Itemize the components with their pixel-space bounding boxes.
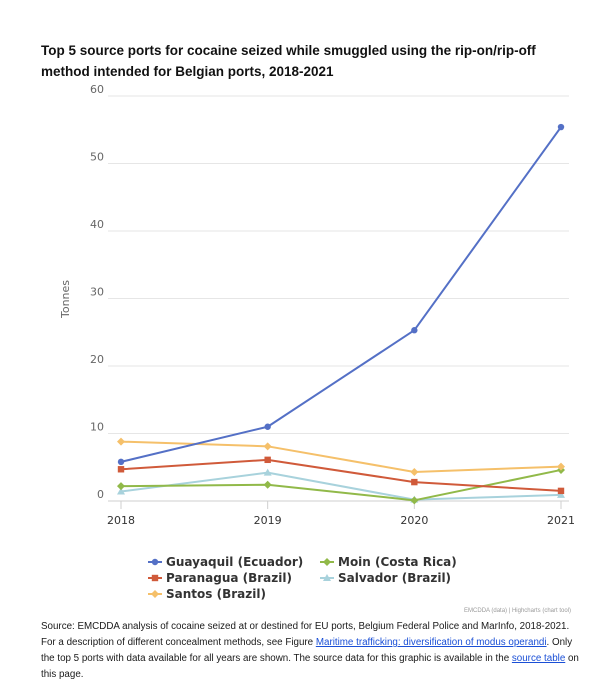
legend-item-moin-costa-rica: Moin (Costa Rica)	[338, 555, 457, 569]
y-tick-label: 10	[90, 421, 104, 434]
legend-item-salvador-brazil: Salvador (Brazil)	[338, 571, 451, 585]
data-point-moin-costa-rica[interactable]	[410, 496, 419, 505]
series-line-salvador-brazil[interactable]	[120, 471, 562, 501]
legend-symbol-marker-guayaquil-ecuador[interactable]	[151, 558, 159, 566]
source-text-3: on this page.	[41, 653, 579, 680]
data-point-moin-costa-rica[interactable]	[263, 480, 272, 489]
y-tick-label: 0	[97, 488, 104, 501]
chart-title: Top 5 source ports for cocaine seized wh…	[41, 43, 536, 79]
data-point-santos-brazil[interactable]	[557, 462, 565, 471]
y-tick-label: 40	[90, 218, 104, 231]
data-point-santos-brazil[interactable]	[263, 442, 272, 451]
y-tick-label: 60	[90, 83, 104, 96]
concealment-methods-link[interactable]: Maritime trafficking: diversification of…	[315, 637, 547, 648]
data-point-guayaquil-ecuador[interactable]	[411, 327, 418, 334]
legend-symbol-marker-salvador-brazil[interactable]	[323, 574, 331, 581]
y-tick-label: 20	[90, 353, 104, 366]
legend-symbol-marker-moin-costa-rica[interactable]	[323, 558, 331, 566]
y-tick-label: 30	[90, 286, 104, 299]
data-point-moin-costa-rica[interactable]	[117, 482, 125, 491]
data-point-salvador-brazil[interactable]	[557, 490, 565, 498]
x-tick-label: 2020	[400, 514, 428, 527]
x-tick-label: 2018	[107, 514, 135, 527]
data-point-santos-brazil[interactable]	[410, 467, 419, 476]
y-tick-label: 50	[90, 151, 104, 164]
legend-item-paranagua-brazil: Paranagua (Brazil)	[166, 571, 292, 585]
series-line-paranagua-brazil[interactable]	[120, 458, 562, 492]
series-line-guayaquil-ecuador[interactable]	[120, 126, 562, 463]
data-point-paranagua-brazil[interactable]	[264, 456, 271, 464]
source-table-link[interactable]: source table	[511, 653, 566, 664]
data-point-paranagua-brazil[interactable]	[117, 466, 125, 473]
chart-credits: EMCDDA (data) | Highcharts (chart tool)	[464, 608, 571, 614]
source-text-2: . Only the top 5 ports with data availab…	[41, 637, 573, 664]
data-point-santos-brazil[interactable]	[117, 437, 125, 446]
credits-highcharts-link[interactable]: Highcharts (chart tool)	[511, 608, 571, 614]
legend-item-santos-brazil: Santos (Brazil)	[166, 587, 266, 601]
data-point-guayaquil-ecuador[interactable]	[117, 458, 125, 466]
credits-emcdda-link[interactable]: EMCDDA (data)	[464, 608, 508, 614]
data-point-guayaquil-ecuador[interactable]	[264, 423, 271, 430]
credits-separator: |	[508, 608, 511, 614]
legend-item-guayaquil-ecuador: Guayaquil (Ecuador)	[166, 555, 303, 569]
data-point-paranagua-brazil[interactable]	[411, 478, 418, 486]
source-note: Source: EMCDDA analysis of cocaine seize…	[41, 619, 581, 683]
source-text-1: Source: EMCDDA analysis of cocaine seize…	[41, 621, 570, 648]
x-tick-label: 2019	[254, 514, 282, 527]
data-point-paranagua-brazil[interactable]	[557, 487, 565, 495]
legend-symbol-marker-paranagua-brazil[interactable]	[151, 574, 159, 582]
data-point-salvador-brazil[interactable]	[117, 487, 125, 495]
data-point-salvador-brazil[interactable]	[263, 468, 272, 476]
y-axis-label: Tonnes	[59, 280, 72, 319]
x-tick-label: 2021	[547, 514, 575, 527]
series-line-moin-costa-rica[interactable]	[120, 468, 562, 502]
legend-symbol-marker-santos-brazil[interactable]	[151, 590, 159, 598]
data-point-guayaquil-ecuador[interactable]	[557, 123, 565, 131]
